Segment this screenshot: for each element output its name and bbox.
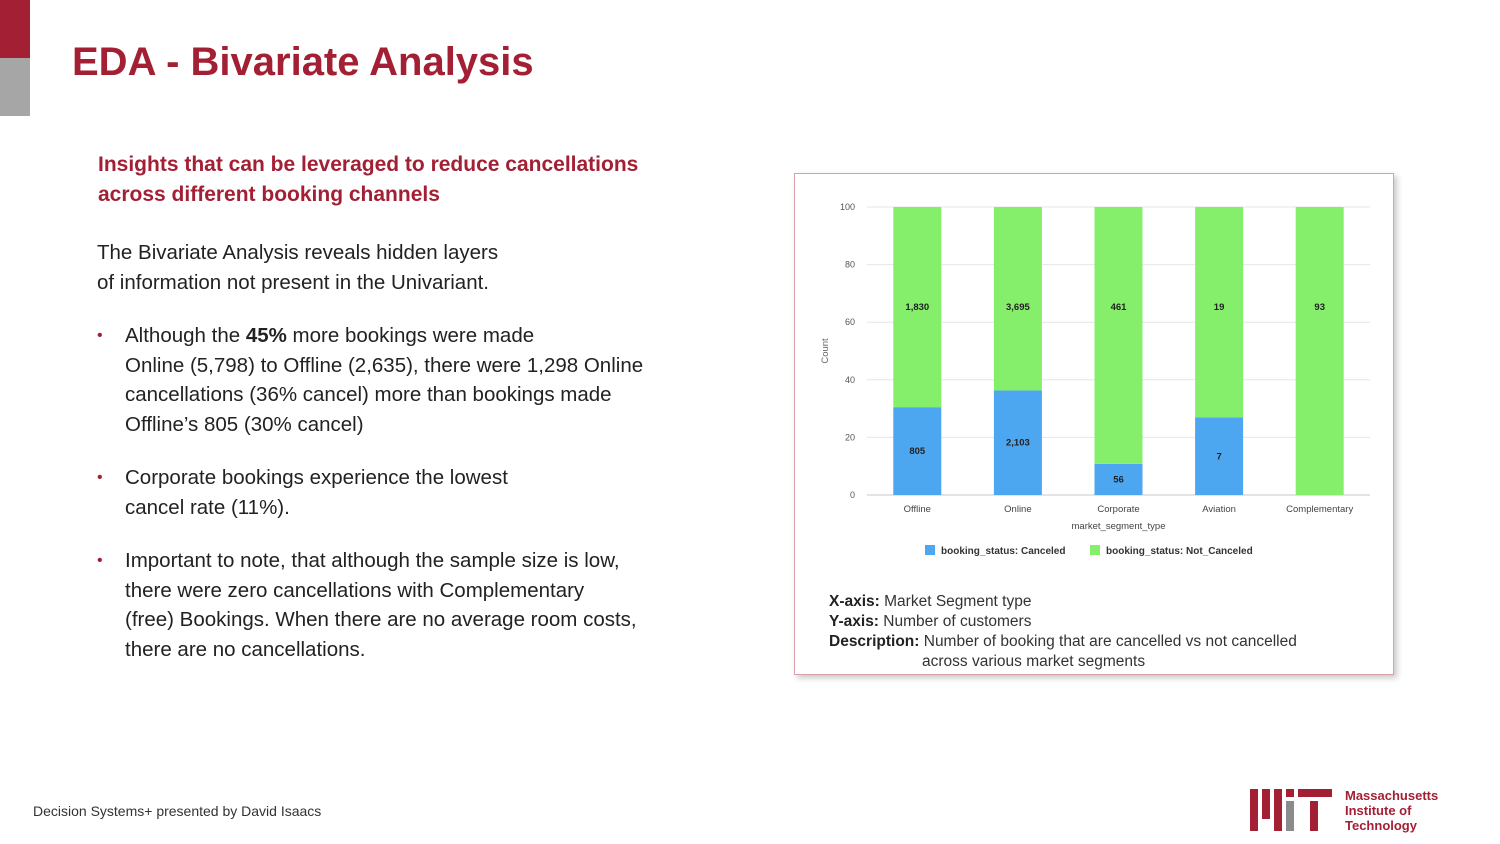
bullet-complementary: • Important to note, that although the s… — [97, 546, 737, 664]
bullet-line: Important to note, that although the sam… — [125, 549, 620, 572]
y-axis-note-value: Number of customers — [878, 613, 1032, 630]
bullet-marker: • — [97, 327, 103, 344]
insights-heading-line1: Insights that can be leveraged to reduce… — [98, 153, 639, 176]
bar-data-label: 805 — [909, 446, 926, 457]
bar-data-label: 461 — [1111, 302, 1128, 313]
y-tick-label: 100 — [840, 202, 855, 212]
x-axis-label: market_segment_type — [1072, 521, 1166, 532]
bar-canceled — [1195, 417, 1244, 495]
bullet-line: (free) Bookings. When there are no avera… — [125, 608, 637, 631]
mit-wordmark-line1: Massachusetts — [1345, 788, 1439, 803]
y-tick-label: 0 — [850, 490, 855, 500]
y-tick-label: 40 — [845, 375, 855, 385]
bar-data-label: 93 — [1314, 302, 1325, 313]
bullet-line: Corporate bookings experience the lowest — [125, 466, 508, 489]
x-tick-label: Corporate — [1097, 504, 1139, 515]
bullet-text: more bookings were made — [286, 324, 535, 347]
legend-label: booking_status: Not_Canceled — [1106, 546, 1253, 557]
y-tick-label: 60 — [845, 317, 855, 327]
bullet-line: there are no cancellations. — [125, 637, 366, 661]
bullet-online-vs-offline: • Although the 45% more bookings were ma… — [97, 321, 737, 439]
mit-wordmark: Massachusetts Institute of Technology — [1345, 788, 1438, 833]
y-axis-note: Y-axis: Number of customers — [829, 612, 1389, 632]
description-note: Description: Number of booking that are … — [829, 632, 1389, 672]
bar-not-canceled — [1094, 207, 1143, 464]
mit-wordmark-line3: Technology — [1345, 818, 1417, 833]
bullet-marker: • — [97, 469, 103, 486]
bar-not-canceled — [1295, 207, 1344, 495]
insights-heading: Insights that can be leveraged to reduce… — [98, 150, 738, 210]
bullet-line: cancel rate (11%). — [125, 495, 290, 519]
intro-line1: The Bivariate Analysis reveals hidden la… — [97, 241, 499, 264]
x-tick-label: Online — [1004, 504, 1031, 515]
stacked-bar-chart: 0 20 40 60 80 100 Count 805 1,830 Offline 2,103 3,6… — [820, 202, 1370, 557]
bar-data-label: 56 — [1113, 474, 1124, 485]
y-axis-note-label: Y-axis: — [829, 613, 879, 630]
slide-title: EDA - Bivariate Analysis — [72, 40, 534, 84]
description-note-label: Description: — [829, 633, 920, 650]
mit-wordmark-line2: Institute of — [1345, 803, 1412, 818]
bar-data-label: 1,830 — [905, 302, 929, 313]
description-note-continued: across various market segments — [922, 653, 1146, 670]
legend-swatch — [1090, 545, 1100, 555]
legend-label: booking_status: Canceled — [941, 546, 1065, 557]
intro-line2: of information not present in the Univar… — [97, 271, 489, 294]
chart-description: X-axis: Market Segment type Y-axis: Numb… — [829, 592, 1389, 672]
bar-not-canceled — [993, 207, 1042, 391]
x-axis-note-label: X-axis: — [829, 593, 880, 610]
accent-bar-gray — [0, 58, 30, 116]
bar-canceled — [993, 390, 1042, 495]
x-tick-label: Complementary — [1286, 504, 1353, 515]
insights-heading-line2: across different booking channels — [98, 183, 440, 206]
bar-not-canceled — [1195, 207, 1244, 418]
y-tick-label: 20 — [845, 432, 855, 442]
intro-paragraph: The Bivariate Analysis reveals hidden la… — [97, 238, 577, 298]
bar-data-label: 2,103 — [1006, 438, 1030, 449]
bar-canceled — [893, 407, 942, 495]
y-axis-label: Count — [820, 338, 831, 364]
chart-card: 0 20 40 60 80 100 Count 805 1,830 Offline 2,103 3,6… — [794, 173, 1394, 675]
bullet-line: Although the 45% more bookings were made — [125, 321, 737, 351]
x-axis-note-value: Market Segment type — [879, 593, 1032, 610]
bullet-line: there were zero cancellations with Compl… — [125, 578, 585, 602]
mit-logo-icon — [1250, 789, 1332, 831]
bullet-marker: • — [97, 552, 103, 569]
bullet-line: Offline’s 805 (30% cancel) — [125, 412, 364, 436]
bullet-line: Online (5,798) to Offline (2,635), there… — [125, 353, 644, 377]
bullet-text: Although the — [125, 324, 246, 347]
x-tick-label: Aviation — [1202, 504, 1236, 515]
bullet-highlight: 45% — [245, 324, 287, 347]
footer-credit: Decision Systems+ presented by David Isa… — [33, 803, 322, 819]
description-note-value: Number of booking that are cancelled vs … — [919, 633, 1297, 650]
bar-data-label: 3,695 — [1006, 302, 1030, 313]
insight-bullets: • Although the 45% more bookings were ma… — [97, 321, 737, 688]
y-tick-label: 80 — [845, 260, 855, 270]
x-tick-label: Offline — [904, 504, 931, 515]
bar-data-label: 19 — [1214, 302, 1225, 313]
legend-swatch — [925, 545, 935, 555]
bar-not-canceled — [893, 207, 942, 408]
bullet-line: cancellations (36% cancel) more than boo… — [125, 383, 612, 406]
x-axis-note: X-axis: Market Segment type — [829, 592, 1389, 612]
bar-canceled — [1094, 463, 1143, 495]
bar-data-label: 7 — [1216, 451, 1221, 462]
accent-bar-red — [0, 0, 30, 58]
bullet-corporate: • Corporate bookings experience the lowe… — [97, 463, 737, 522]
